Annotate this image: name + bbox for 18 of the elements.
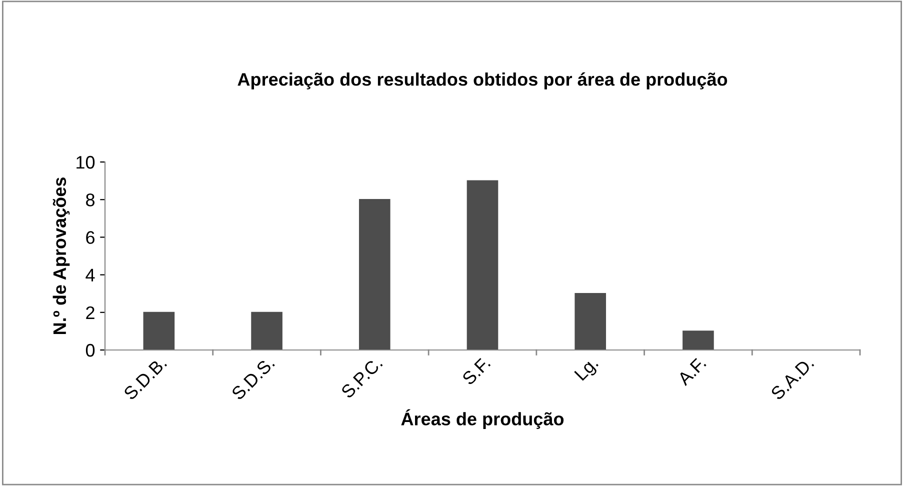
x-axis-title: Áreas de produção	[401, 409, 564, 429]
bar	[574, 293, 606, 350]
y-tick-label: 0	[86, 344, 95, 357]
bar	[466, 180, 498, 350]
y-tick-label: 4	[86, 268, 95, 282]
chart-title: Apreciação dos resultados obtidos por área de produção	[238, 72, 728, 90]
x-tick-label: Lg.	[574, 356, 602, 384]
y-tick-label: 8	[86, 194, 94, 206]
x-tick-label: A.F.	[676, 356, 706, 386]
bar	[358, 199, 390, 350]
bar	[682, 330, 714, 350]
x-tick-label: S.F.	[461, 356, 491, 386]
y-tick-label: 2	[86, 306, 94, 319]
y-tick-label: 10	[76, 156, 95, 169]
y-tick-label: 6	[86, 231, 94, 244]
bar	[143, 312, 175, 350]
y-axis-title: N.º de Aprovações	[52, 178, 70, 334]
bar	[251, 312, 282, 350]
